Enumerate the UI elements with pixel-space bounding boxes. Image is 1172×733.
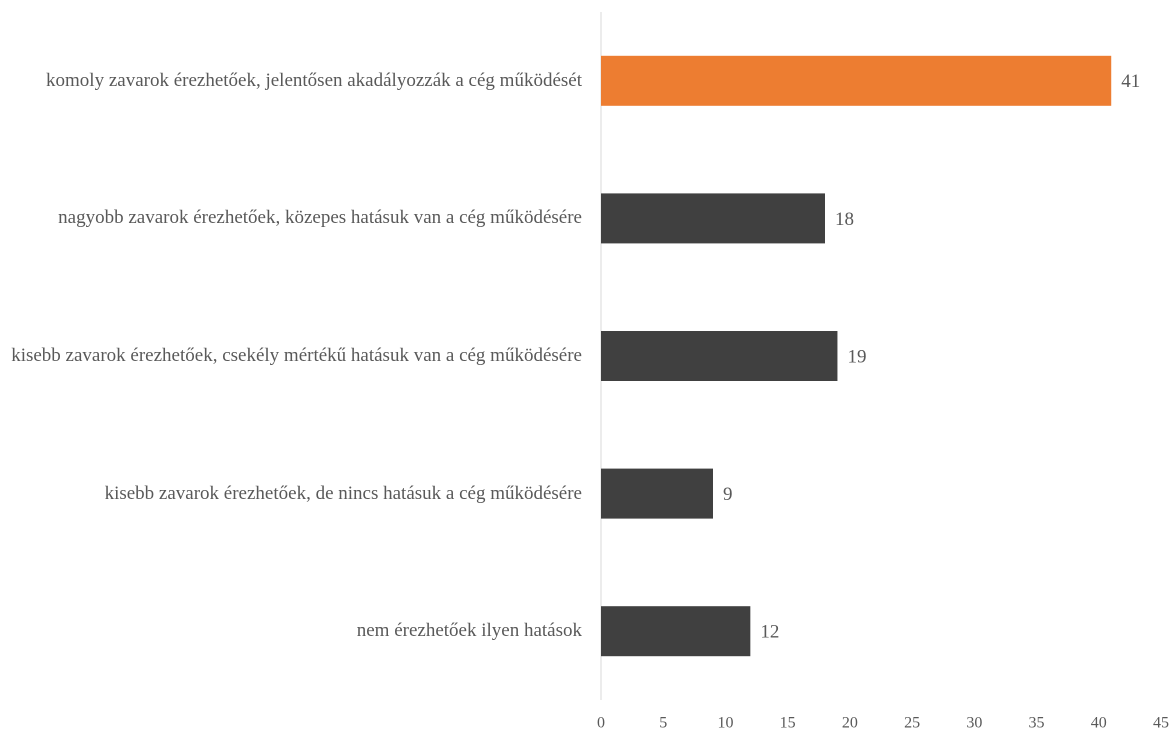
bar — [601, 468, 713, 519]
category-label: kisebb zavarok érezhetőek, de nincs hatá… — [104, 482, 582, 504]
bar — [601, 606, 751, 657]
x-tick-label: 35 — [1029, 715, 1045, 732]
x-tick-label: 0 — [597, 715, 605, 732]
category-label: nagyobb zavarok érezhetőek, közepes hatá… — [58, 207, 582, 229]
x-tick-label: 30 — [966, 715, 982, 732]
value-label: 41 — [1121, 71, 1140, 92]
value-label: 19 — [847, 346, 866, 367]
x-tick-label: 15 — [780, 715, 796, 732]
x-tick-label: 5 — [659, 715, 667, 732]
x-tick-label: 20 — [842, 715, 858, 732]
x-tick-label: 25 — [904, 715, 920, 732]
value-label: 9 — [723, 484, 733, 505]
value-label: 18 — [835, 209, 854, 230]
bar — [601, 193, 825, 244]
bar — [601, 55, 1112, 106]
category-label: kisebb zavarok érezhetőek, csekély mérté… — [11, 345, 582, 366]
bar — [601, 331, 838, 381]
x-tick-label: 10 — [717, 715, 733, 732]
x-tick-label: 40 — [1091, 715, 1107, 732]
category-label: nem érezhetőek ilyen hatások — [356, 620, 582, 642]
category-label: komoly zavarok érezhetőek, jelentősen ak… — [46, 69, 582, 91]
value-label: 12 — [760, 622, 779, 643]
x-tick-label: 45 — [1153, 715, 1169, 732]
